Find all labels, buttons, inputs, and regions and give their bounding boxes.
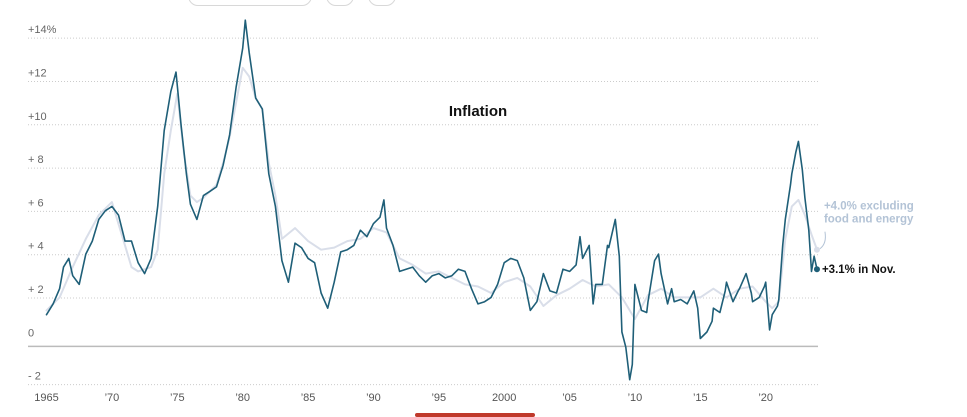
- headline-end-point: [813, 266, 820, 273]
- y-tick-label: +12: [28, 67, 47, 79]
- y-tick-label: +10: [28, 111, 47, 123]
- x-tick-label: ’75: [170, 392, 185, 404]
- grid-lines: [28, 37, 818, 386]
- series-line-core: [45, 66, 818, 320]
- core-end-point: [813, 246, 820, 253]
- y-tick-label: +14%: [28, 24, 57, 36]
- y-tick-label: + 8: [28, 154, 44, 166]
- x-axis-ticks: 1965 ’70 ’75 ’80 ’85 ’90 ’95 2000 ’05 ’10 ’15 ’20: [34, 392, 773, 404]
- x-tick-label: ’95: [431, 392, 446, 404]
- headline-annotation-label: +3.1% in Nov.: [822, 264, 896, 276]
- x-tick-label: ’10: [628, 392, 643, 404]
- y-tick-label: 0: [28, 327, 34, 339]
- core-callout-line: [819, 231, 826, 250]
- series-line-headline: [45, 19, 818, 381]
- x-tick-label: ’20: [758, 392, 773, 404]
- x-tick-label: 2000: [492, 392, 516, 404]
- bottom-accent-bar: [415, 413, 535, 417]
- x-tick-label: 1965: [34, 392, 58, 404]
- x-tick-label: ’90: [366, 392, 381, 404]
- y-tick-label: + 4: [28, 241, 44, 253]
- x-tick-label: ’05: [562, 392, 577, 404]
- core-annotation-label: +4.0% excluding: [824, 201, 914, 213]
- y-tick-label: + 6: [28, 197, 44, 209]
- y-axis-ticks: +14% +12 +10 + 8 + 6 + 4 + 2 0 - 2: [28, 24, 57, 383]
- chart-title: Inflation: [449, 103, 507, 120]
- y-tick-label: + 2: [28, 284, 44, 296]
- y-tick-label: - 2: [28, 371, 41, 383]
- x-tick-label: ’70: [105, 392, 120, 404]
- core-annotation-label: food and energy: [824, 214, 914, 226]
- x-tick-label: ’15: [693, 392, 708, 404]
- x-tick-label: ’80: [235, 392, 250, 404]
- series-lines: [45, 19, 818, 381]
- x-tick-label: ’85: [301, 392, 316, 404]
